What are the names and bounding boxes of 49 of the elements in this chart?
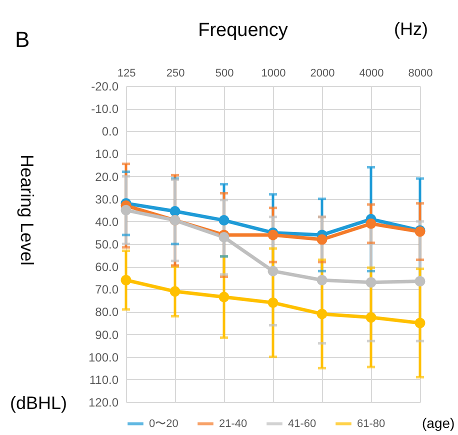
point: [366, 277, 376, 288]
y-tick-label: 60.0: [95, 260, 119, 274]
x-tick-label: 500: [215, 68, 234, 80]
text: (age): [422, 415, 455, 431]
point: [218, 292, 230, 302]
point: [268, 266, 278, 276]
y-tick-label: -10.0: [91, 102, 119, 116]
point: [218, 215, 230, 226]
y-tick-label: 10.0: [95, 147, 119, 162]
y-tick-label: 110.0: [89, 372, 119, 387]
y-tick-label: 80.0: [95, 305, 119, 320]
x-tick-label: 1000: [261, 68, 286, 80]
point: [120, 274, 132, 286]
text: (dBHL): [10, 393, 68, 413]
legend-label: 61-80: [357, 418, 386, 430]
x-tick-label: 250: [166, 68, 185, 80]
y-tick-label: 30.0: [95, 192, 119, 206]
point: [366, 312, 376, 323]
legend-label: 21-40: [219, 418, 248, 430]
point: [316, 308, 328, 320]
y-tick-label: 20.0: [95, 170, 119, 184]
point: [316, 274, 328, 286]
point: [170, 206, 180, 217]
text: (Hz): [394, 19, 428, 39]
point: [316, 234, 328, 245]
point: [120, 204, 132, 216]
point: [366, 218, 376, 229]
y-axis-title: Hearing Level: [17, 154, 37, 266]
text: B: [15, 27, 30, 52]
y-tick-label: 120.0: [88, 396, 119, 410]
legend-label: 41-60: [288, 418, 316, 430]
point: [268, 230, 278, 240]
chart-title: Frequency: [198, 20, 288, 41]
point: [170, 286, 180, 297]
y-tick-label: 0.0: [102, 124, 119, 139]
y-tick-label: 100.0: [88, 350, 119, 364]
point: [414, 276, 426, 286]
y-tick-label: 50.0: [95, 238, 119, 252]
y-tick-label: 70.0: [95, 282, 119, 297]
point: [414, 318, 426, 328]
y-tick-label: -20.0: [91, 80, 119, 94]
x-tick-label: 8000: [408, 68, 433, 80]
y-tick-label: 90.0: [95, 328, 119, 342]
point: [268, 297, 278, 308]
x-tick-label: 125: [117, 68, 136, 80]
legend-label: 0〜20: [149, 418, 178, 430]
x-tick-label: 2000: [310, 68, 335, 80]
x-tick-label: 4000: [359, 68, 384, 80]
y-tick-label: 40.0: [95, 214, 119, 229]
